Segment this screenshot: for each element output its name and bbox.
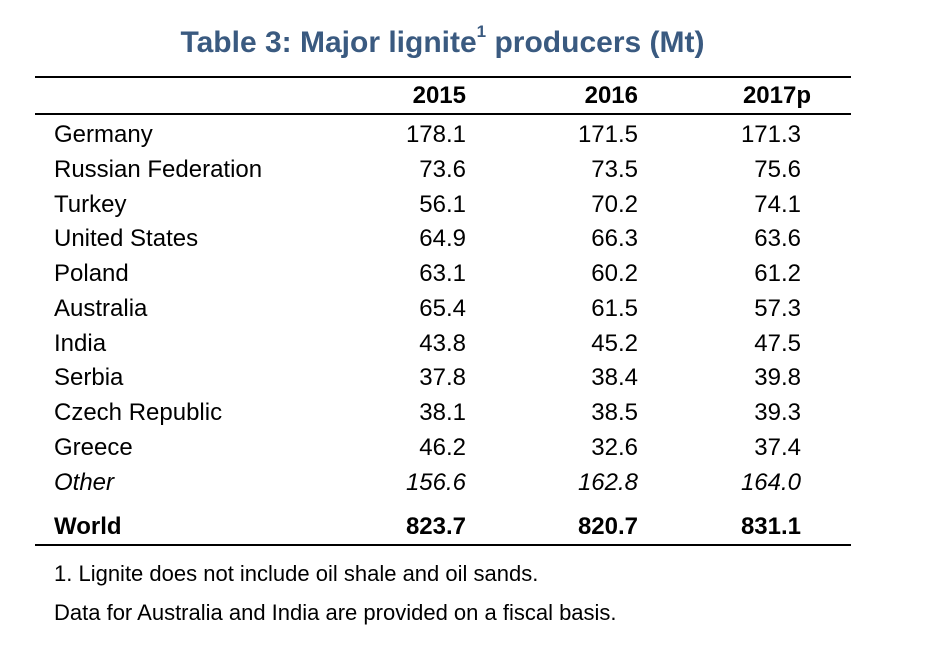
column-header-2017p: 2017p xyxy=(742,82,811,109)
table-row-world: World 823.7 820.7 831.1 xyxy=(35,509,851,544)
value-2017p: 39.8 xyxy=(754,364,801,391)
value-2017p: 75.6 xyxy=(754,156,801,183)
value-2015: 56.1 xyxy=(419,191,466,218)
value-2017p: 831.1 xyxy=(740,513,801,540)
table-title: Table 3: Major lignite1 producers (Mt) xyxy=(0,16,885,63)
value-2016: 162.8 xyxy=(577,469,638,496)
table-row: United States 64.9 66.3 63.6 xyxy=(35,221,851,256)
value-2017p: 39.3 xyxy=(754,399,801,426)
table-row: Poland 63.1 60.2 61.2 xyxy=(35,256,851,291)
value-2016: 70.2 xyxy=(591,191,638,218)
value-2016: 66.3 xyxy=(591,225,638,252)
value-2017p: 74.1 xyxy=(754,191,801,218)
value-2016: 32.6 xyxy=(591,434,638,461)
table-row: Serbia 37.8 38.4 39.8 xyxy=(35,360,851,395)
table-row: Australia 65.4 61.5 57.3 xyxy=(35,291,851,326)
column-header-2015: 2015 xyxy=(412,82,466,109)
footnote-marker: 1 xyxy=(476,22,487,41)
value-2016: 60.2 xyxy=(591,260,638,287)
value-2015: 178.1 xyxy=(405,121,466,148)
country-name: Poland xyxy=(54,260,129,287)
country-name: Germany xyxy=(54,121,153,148)
country-name: Czech Republic xyxy=(54,399,223,426)
value-2016: 38.5 xyxy=(591,399,638,426)
value-2016: 61.5 xyxy=(591,295,638,322)
country-name: Other xyxy=(54,469,115,496)
column-header-2016: 2016 xyxy=(584,82,638,109)
value-2017p: 37.4 xyxy=(754,434,801,461)
value-2017p: 164.0 xyxy=(740,469,801,496)
top-rule xyxy=(35,76,851,78)
country-name: India xyxy=(54,330,107,357)
bottom-rule xyxy=(35,544,851,546)
value-2015: 73.6 xyxy=(419,156,466,183)
table-row: Russian Federation 73.6 73.5 75.6 xyxy=(35,152,851,187)
value-2017p: 63.6 xyxy=(754,225,801,252)
value-2017p: 47.5 xyxy=(754,330,801,357)
country-name: Greece xyxy=(54,434,133,461)
value-2016: 73.5 xyxy=(591,156,638,183)
source-note: Data for Australia and India are provide… xyxy=(54,600,617,625)
country-name: Turkey xyxy=(54,191,127,218)
country-name: Australia xyxy=(54,295,148,322)
value-2016: 38.4 xyxy=(591,364,638,391)
table-title-text: Table 3: Major lignite xyxy=(180,26,477,59)
table-row: Turkey 56.1 70.2 74.1 xyxy=(35,187,851,222)
value-2016: 171.5 xyxy=(577,121,638,148)
table-row: Germany 178.1 171.5 171.3 xyxy=(35,117,851,152)
value-2015: 63.1 xyxy=(419,260,466,287)
table-title-suffix: producers (Mt) xyxy=(486,26,705,59)
country-name: World xyxy=(54,513,122,540)
header-rule xyxy=(35,113,851,115)
value-2015: 156.6 xyxy=(405,469,466,496)
table-row: Czech Republic 38.1 38.5 39.3 xyxy=(35,395,851,430)
value-2015: 64.9 xyxy=(419,225,466,252)
value-2017p: 61.2 xyxy=(754,260,801,287)
header-row: 2015 2016 2017p xyxy=(35,78,851,113)
country-name: Serbia xyxy=(54,364,124,391)
table-row-other: Other 156.6 162.8 164.0 xyxy=(35,465,851,500)
value-2015: 823.7 xyxy=(405,513,466,540)
country-name: United States xyxy=(54,225,199,252)
table-row: India 43.8 45.2 47.5 xyxy=(35,326,851,361)
value-2017p: 57.3 xyxy=(754,295,801,322)
value-2016: 45.2 xyxy=(591,330,638,357)
value-2015: 38.1 xyxy=(419,399,466,426)
value-2016: 820.7 xyxy=(577,513,638,540)
value-2015: 65.4 xyxy=(419,295,466,322)
country-name: Russian Federation xyxy=(54,156,263,183)
value-2015: 37.8 xyxy=(419,364,466,391)
footnote: 1. Lignite does not include oil shale an… xyxy=(54,561,539,586)
value-2015: 43.8 xyxy=(419,330,466,357)
value-2015: 46.2 xyxy=(419,434,466,461)
value-2017p: 171.3 xyxy=(740,121,801,148)
table-row: Greece 46.2 32.6 37.4 xyxy=(35,430,851,465)
